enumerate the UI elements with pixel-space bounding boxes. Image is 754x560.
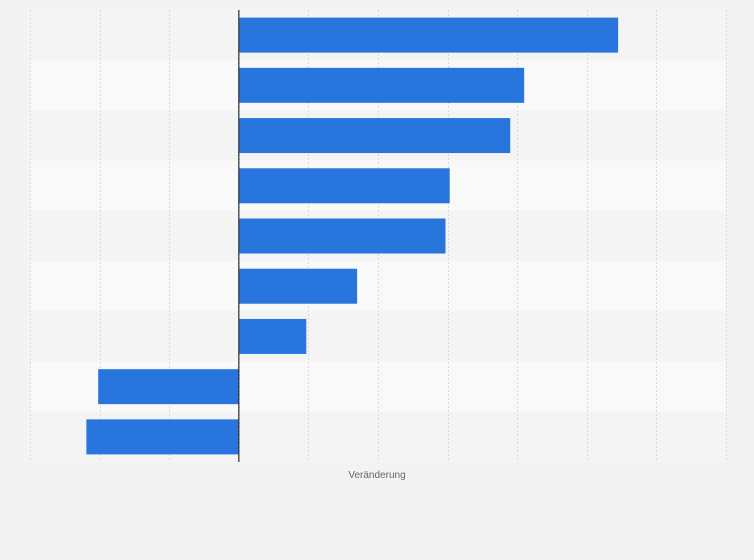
bar[interactable]	[238, 67, 525, 103]
bar[interactable]	[98, 369, 239, 405]
x-axis-label: Veränderung	[348, 470, 405, 481]
bar[interactable]	[238, 168, 450, 204]
bar[interactable]	[238, 318, 307, 354]
bar[interactable]	[86, 419, 239, 455]
bar[interactable]	[238, 268, 358, 304]
bar[interactable]	[238, 118, 511, 154]
bar[interactable]	[238, 17, 619, 53]
bars	[86, 17, 619, 455]
bar[interactable]	[238, 218, 446, 254]
